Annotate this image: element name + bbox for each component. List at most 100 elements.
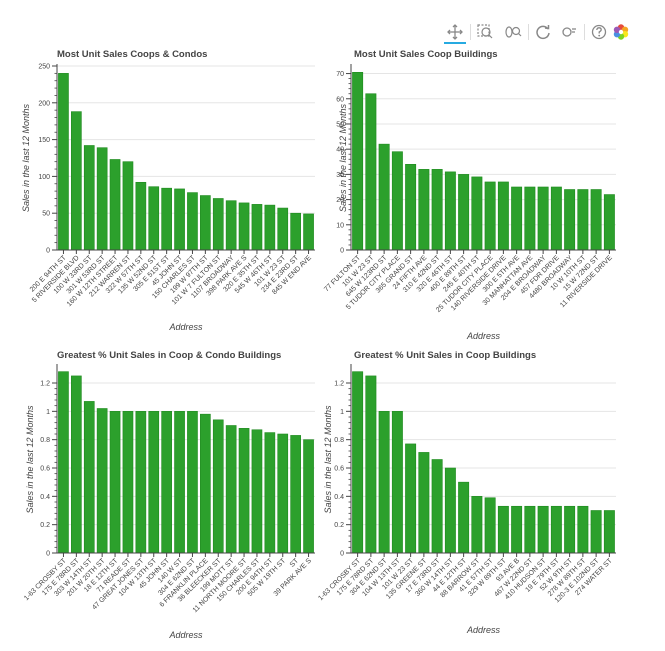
box-zoom-icon [477,24,493,39]
hover-icon [562,27,576,37]
chart-2-y-tick-label: 20 [336,197,344,204]
help-icon [591,24,607,40]
chart-1-bar [264,204,276,251]
chart-1-title: Most Unit Sales Coops & Condos [57,49,207,60]
chart-2-bar [603,194,615,251]
chart-4-bar [497,505,509,554]
chart-1-y-tick-label: 50 [42,211,50,218]
chart-3-bar [303,439,314,554]
chart-3-bar [109,411,121,554]
chart-2-y-tick-label: 30 [336,172,344,179]
hover-tool[interactable] [558,20,580,44]
chart-2-y-tick-label: 50 [336,121,344,128]
chart-2-bar [365,93,377,251]
wheel-zoom-icon [505,26,522,38]
chart-3-x-axis-label: Address [168,630,203,640]
chart-3-bar [58,371,69,554]
chart-1-bar [225,200,237,251]
chart-3-bar [135,411,147,554]
chart-3-bar [161,411,172,554]
pan-tool[interactable] [444,20,466,44]
chart-1-bar [58,73,69,251]
plot-toolbar [440,20,629,46]
chart-4-bar [458,481,470,554]
chart-3-bar [200,413,211,554]
chart-4-bar [550,505,562,554]
chart-3-y-tick-label: 0.6 [40,466,50,473]
chart-4-title: Greatest % Unit Sales in Coop Buildings [354,350,536,361]
chart-1-bar [161,187,172,251]
chart-1-bar [71,111,82,251]
chart-1-y-tick-label: 250 [38,64,50,71]
bokeh-logo-icon [613,24,629,40]
chart-2-y-tick-label: 70 [336,71,344,78]
chart-1-bar [238,202,250,251]
chart-3-bar [83,401,95,554]
chart-2-bar [537,186,549,251]
chart-4-bar [391,411,403,554]
chart-4-bar [431,459,443,554]
chart-4-y-tick-label: 1.2 [334,381,344,388]
chart-3-title: Greatest % Unit Sales in Coop & Condo Bu… [57,350,281,361]
chart-1-bar [109,159,121,251]
chart-4-y-tick-label: 0 [340,551,344,558]
chart-4-bar [405,443,417,554]
chart-1-y-tick-label: 200 [38,100,50,107]
chart-3-bar [238,428,250,554]
chart-4-bar [365,375,377,554]
chart-2-bar [577,189,589,251]
chart-3-bar [277,433,289,554]
wheel-zoom-tool[interactable] [502,20,524,44]
chart-2-y-tick-label: 40 [336,147,344,154]
chart-4-y-axis-label: Sales in the last 12 Months [323,405,333,514]
chart-2-y-tick-label: 0 [340,248,344,255]
chart-2-bar [431,169,443,251]
chart-2-y-tick-label: 10 [336,222,344,229]
chart-3-bar [225,425,237,554]
chart-3-y-tick-label: 0 [46,551,50,558]
chart-3-bar [251,429,263,554]
chart-2-y-tick-label: 60 [336,96,344,103]
bokeh-logo[interactable] [610,20,632,44]
chart-2-bar [352,72,364,251]
box-zoom-tool[interactable] [474,20,496,44]
chart-1-bar [187,192,198,251]
chart-4-bar [603,510,615,554]
chart-1-bar [122,161,134,251]
chart-2-bar [497,181,509,251]
chart-1-y-tick-label: 100 [38,174,50,181]
chart-1-bar [174,188,185,251]
chart-3-bar [264,432,276,554]
chart-1-bar [135,181,147,251]
chart-3-x-tick-label: ST [289,557,301,569]
reset-tool[interactable] [532,20,554,44]
chart-2-bar [444,171,456,251]
chart-1-y-tick-label: 0 [46,248,50,255]
pan-icon [447,24,463,40]
chart-1-bar [303,213,314,251]
chart-4-y-tick-label: 0.4 [334,494,344,501]
chart-2-bar [550,186,562,251]
chart-4-bar [378,411,390,554]
chart-4-y-tick-label: 0.8 [334,437,344,444]
chart-3-y-tick-label: 0.2 [40,522,50,529]
chart-3-bar [187,411,198,554]
chart-1-bar [148,186,160,251]
chart-1-bar [96,147,108,251]
chart-4-bar [577,505,589,554]
chart-1-bar [251,204,263,251]
chart-4-bar [471,496,483,554]
chart-1-x-axis-label: Address [168,322,203,332]
chart-3-y-tick-label: 0.8 [40,437,50,444]
chart-1-bar [290,212,301,251]
chart-3-y-tick-label: 0.4 [40,494,50,501]
chart-4-y-tick-label: 0.2 [334,522,344,529]
help-tool[interactable] [588,20,610,44]
chart-2-title: Most Unit Sales Coop Buildings [354,49,498,60]
chart-1-bar [83,145,95,251]
chart-2-bar [458,174,470,251]
chart-3-y-tick-label: 1 [46,409,50,416]
chart-4-bar [590,510,602,554]
chart-1-bar [200,195,211,251]
chart-4-bar [484,497,496,554]
